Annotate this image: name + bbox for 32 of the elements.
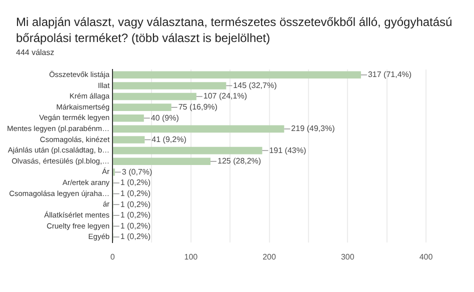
chart-title: Mi alapján választ, vagy választana, természetes összetevőkből álló, gyógyhatású bőrápolási terméket? (több választ is bejelölhet): [16, 14, 454, 46]
bar: [113, 125, 284, 133]
data-label: 1 (0,2%): [120, 188, 151, 198]
x-tick-label: 100: [184, 252, 198, 262]
x-tick-label: 200: [262, 252, 276, 262]
data-label: 75 (16,9%): [178, 102, 218, 112]
data-label: 3 (0,7%): [122, 167, 152, 176]
data-label: 40 (9%): [150, 113, 180, 122]
data-label: 41 (9,2%): [152, 134, 187, 144]
bar: [113, 114, 144, 122]
x-tick-label: 0: [110, 252, 116, 262]
bar: [113, 71, 361, 79]
data-label: 107 (24,1%): [203, 92, 248, 101]
bar: [113, 92, 196, 100]
bar: [113, 136, 145, 144]
data-label: 219 (49,3%): [291, 124, 336, 134]
data-label: 1 (0,2%): [120, 221, 151, 230]
bar: [113, 82, 226, 90]
bar: [113, 104, 172, 111]
x-tick-label: 400: [419, 252, 434, 262]
data-label: 1 (0,2%): [120, 210, 151, 220]
data-label: 1 (0,2%): [120, 200, 151, 209]
text: 444 válasz: [16, 48, 54, 57]
x-tick-label: 300: [340, 252, 355, 262]
data-label: 191 (43%): [269, 146, 306, 155]
bar: [113, 146, 262, 154]
data-label: 125 (28,2%): [218, 156, 262, 166]
data-label: 145 (32,7%): [233, 80, 278, 90]
data-label: 1 (0,2%): [120, 232, 151, 242]
data-label: 317 (71,4%): [368, 70, 412, 80]
bar: [113, 158, 211, 165]
data-label: 1 (0,2%): [120, 178, 151, 188]
